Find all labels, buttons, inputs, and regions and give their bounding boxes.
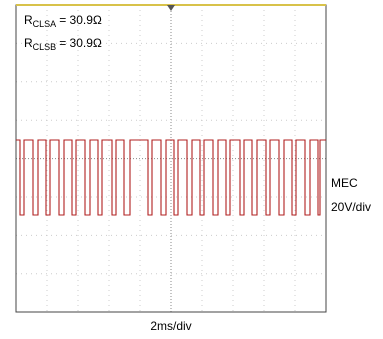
timebase: 2ms/div bbox=[150, 319, 191, 333]
vertical-scale: 20V/div bbox=[331, 200, 371, 214]
channel-label: MEC bbox=[331, 176, 358, 190]
trigger-marker bbox=[167, 5, 175, 11]
annotation: RCLSA = 30.9Ω bbox=[24, 13, 102, 29]
annotation: RCLSB = 30.9Ω bbox=[24, 36, 102, 52]
grid bbox=[16, 5, 326, 312]
waveform bbox=[16, 139, 326, 216]
